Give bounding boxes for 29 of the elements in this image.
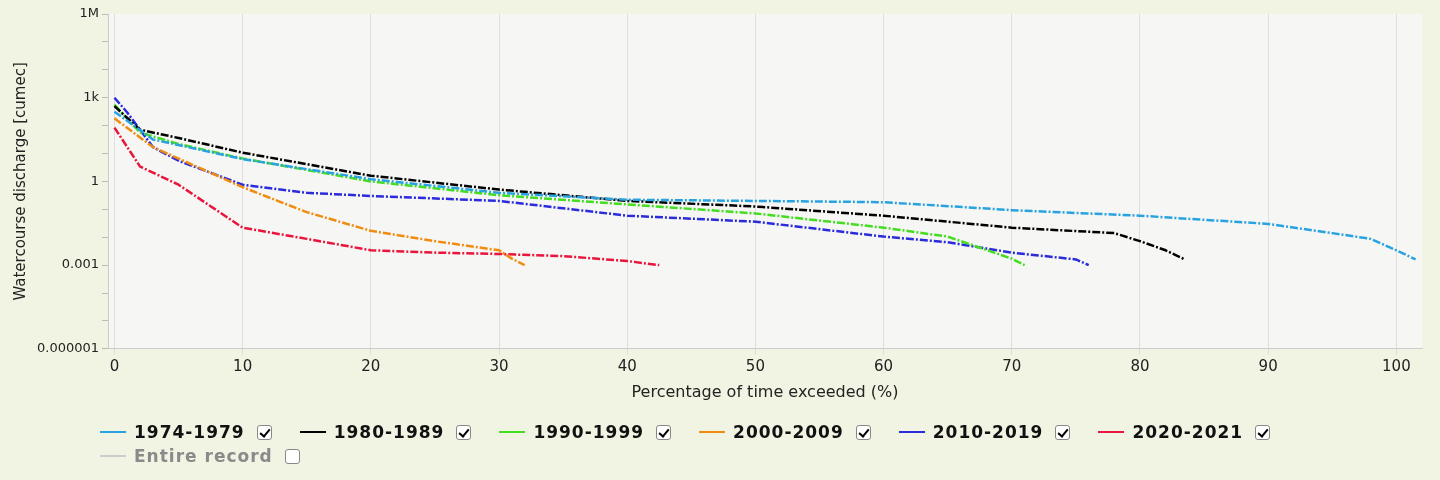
legend-label: 1990-1999: [533, 422, 645, 442]
legend-label: 2020-2021: [1132, 422, 1244, 442]
x-tick-label: 90: [1258, 356, 1278, 375]
y-tick-label: 0.000001: [37, 340, 100, 356]
line-series: [113, 104, 1187, 261]
x-axis-title: Percentage of time exceeded (%): [631, 381, 899, 401]
legend-label: 1974-1979: [134, 422, 245, 442]
legend-label: 2000-2009: [733, 422, 844, 442]
x-tick-label: 80: [1130, 356, 1150, 375]
legend-label: 2010-2019: [932, 422, 1044, 442]
y-tick-label: 1k: [83, 89, 100, 105]
x-tick-label: 10: [233, 356, 253, 375]
x-tick-label: 60: [874, 356, 894, 375]
x-tick-label: 30: [489, 356, 509, 375]
y-tick-label: 1M: [79, 5, 100, 21]
x-tick-label: 0: [109, 356, 120, 375]
line-series: [113, 126, 661, 267]
line-series: [113, 117, 526, 267]
x-tick-label: 100: [1382, 356, 1411, 375]
x-tick-label: 70: [1002, 356, 1022, 375]
y-tick-label: 1: [90, 172, 100, 188]
x-tick-label: 20: [361, 356, 381, 375]
x-tick-label: 50: [745, 356, 765, 375]
y-tick-label: 0.001: [61, 256, 100, 272]
y-axis-title: Watercourse discharge [cumec]: [10, 62, 29, 301]
legend-label: 1980-1989: [333, 422, 445, 442]
line-series: [113, 110, 1417, 261]
legend-label: Entire record: [134, 446, 273, 466]
x-tick-label: 40: [617, 356, 637, 375]
